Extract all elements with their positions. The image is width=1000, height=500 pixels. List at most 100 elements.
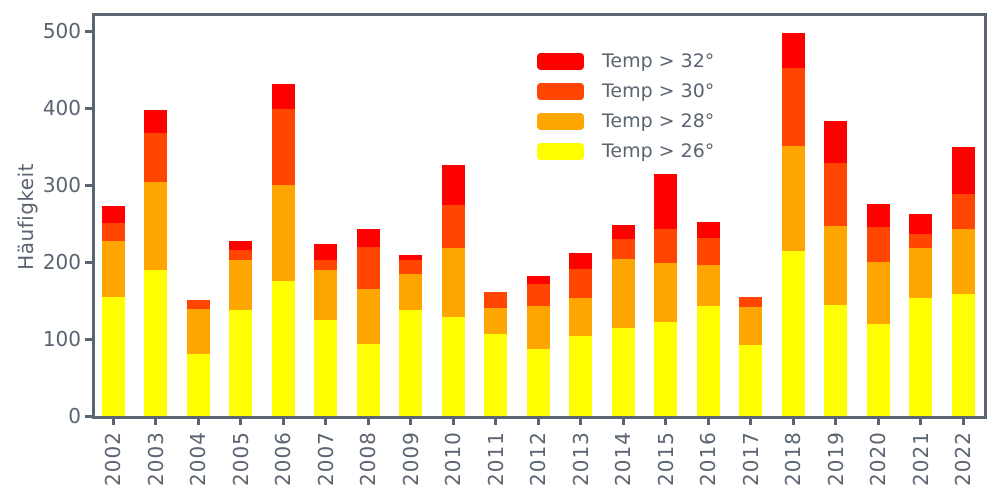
bar-segment-2004-series-1 xyxy=(186,309,210,355)
bar-segment-2010-series-0 xyxy=(441,316,465,416)
x-tick-mark-2004 xyxy=(196,419,200,425)
bar-2011 xyxy=(484,292,508,416)
bar-segment-2015-series-3 xyxy=(654,173,678,230)
bar-segment-2009-series-1 xyxy=(399,274,423,310)
x-tick-mark-2015 xyxy=(664,419,668,425)
bar-segment-2021-series-0 xyxy=(909,298,933,416)
x-tick-mark-2011 xyxy=(494,419,498,425)
bar-2008 xyxy=(356,229,380,416)
bar-segment-2014-series-3 xyxy=(611,225,635,240)
x-tick-mark-2017 xyxy=(749,419,753,425)
bar-segment-2014-series-0 xyxy=(611,327,635,416)
bar-2015 xyxy=(654,173,678,416)
bar-segment-2006-series-2 xyxy=(271,109,295,186)
bar-segment-2019-series-1 xyxy=(824,226,848,306)
bar-segment-2021-series-1 xyxy=(909,248,933,299)
bar-segment-2006-series-0 xyxy=(271,280,295,416)
bar-segment-2018-series-1 xyxy=(781,146,805,252)
bar-segment-2003-series-3 xyxy=(144,109,168,133)
bar-segment-2008-series-1 xyxy=(356,289,380,344)
bar-segment-2022-series-2 xyxy=(951,193,975,230)
x-tick-label-2006: 2006 xyxy=(271,431,296,486)
bar-segment-2018-series-3 xyxy=(781,32,805,68)
bar-segment-2003-series-2 xyxy=(144,132,168,183)
x-tick-label-2020: 2020 xyxy=(866,431,891,486)
bar-segment-2022-series-1 xyxy=(951,229,975,295)
y-tick-label-0: 0 xyxy=(68,404,81,428)
y-tick-mark-200 xyxy=(85,260,92,264)
bar-segment-2004-series-2 xyxy=(186,299,210,310)
legend-label: Temp > 32° xyxy=(602,50,715,72)
x-tick-mark-2022 xyxy=(961,419,965,425)
bar-segment-2010-series-3 xyxy=(441,165,465,206)
x-tick-mark-2019 xyxy=(834,419,838,425)
x-tick-label-2022: 2022 xyxy=(951,431,976,486)
x-tick-label-2013: 2013 xyxy=(568,431,593,486)
x-tick-label-2021: 2021 xyxy=(908,431,933,486)
bar-segment-2020-series-2 xyxy=(866,226,890,263)
y-tick-mark-300 xyxy=(85,183,92,187)
legend-label: Temp > 30° xyxy=(602,80,715,102)
bar-segment-2014-series-2 xyxy=(611,239,635,260)
bar-segment-2019-series-3 xyxy=(824,121,848,163)
bar-segment-2007-series-2 xyxy=(314,259,338,270)
bar-segment-2009-series-0 xyxy=(399,309,423,416)
legend-swatch-icon xyxy=(537,112,584,130)
bar-segment-2002-series-1 xyxy=(101,241,125,297)
x-tick-label-2003: 2003 xyxy=(143,431,168,486)
bar-2021 xyxy=(909,214,933,416)
bar-segment-2019-series-0 xyxy=(824,305,848,416)
x-tick-label-2017: 2017 xyxy=(738,431,763,486)
bar-segment-2012-series-1 xyxy=(526,306,550,350)
bar-2010 xyxy=(441,165,465,416)
bar-2006 xyxy=(271,83,295,416)
bar-segment-2007-series-0 xyxy=(314,319,338,416)
bar-segment-2009-series-3 xyxy=(399,255,423,260)
x-tick-mark-2005 xyxy=(239,419,243,425)
bar-segment-2003-series-0 xyxy=(144,269,168,416)
x-tick-mark-2018 xyxy=(791,419,795,425)
x-tick-mark-2007 xyxy=(324,419,328,425)
bar-segment-2022-series-3 xyxy=(951,146,975,194)
bar-segment-2005-series-2 xyxy=(229,249,253,260)
y-tick-mark-400 xyxy=(85,106,92,110)
bar-segment-2016-series-1 xyxy=(696,265,720,306)
x-tick-label-2007: 2007 xyxy=(313,431,338,486)
bar-segment-2013-series-0 xyxy=(569,336,593,416)
bar-segment-2018-series-2 xyxy=(781,67,805,146)
legend-swatch-icon xyxy=(537,52,584,70)
bar-segment-2002-series-2 xyxy=(101,222,125,242)
bar-2017 xyxy=(739,296,763,416)
bar-segment-2021-series-2 xyxy=(909,234,933,249)
x-tick-label-2018: 2018 xyxy=(781,431,806,486)
bar-segment-2012-series-2 xyxy=(526,284,550,306)
bar-segment-2014-series-1 xyxy=(611,259,635,328)
bar-segment-2013-series-1 xyxy=(569,297,593,336)
bar-2004 xyxy=(186,299,210,416)
bar-segment-2006-series-3 xyxy=(271,83,295,110)
bar-2019 xyxy=(824,121,848,416)
legend-swatch-icon xyxy=(537,142,584,160)
bar-segment-2002-series-0 xyxy=(101,296,125,416)
bar-segment-2017-series-2 xyxy=(739,296,763,307)
x-tick-label-2009: 2009 xyxy=(398,431,423,486)
x-tick-mark-2014 xyxy=(621,419,625,425)
bar-segment-2007-series-1 xyxy=(314,269,338,320)
bar-segment-2018-series-0 xyxy=(781,251,805,416)
y-axis-title-area: Häufigkeit xyxy=(12,13,40,419)
bar-segment-2020-series-1 xyxy=(866,262,890,324)
bar-segment-2012-series-3 xyxy=(526,276,550,285)
bar-segment-2015-series-1 xyxy=(654,262,678,323)
bar-segment-2003-series-1 xyxy=(144,182,168,270)
x-tick-mark-2021 xyxy=(919,419,923,425)
y-tick-mark-0 xyxy=(85,414,92,418)
bar-segment-2008-series-0 xyxy=(356,343,380,416)
bar-segment-2005-series-1 xyxy=(229,259,253,310)
plot-area: Temp > 32° Temp > 30° Temp > 28° Temp > 26° xyxy=(92,13,987,419)
bar-segment-2008-series-2 xyxy=(356,246,380,290)
y-tick-label-400: 400 xyxy=(42,96,81,121)
y-tick-mark-100 xyxy=(85,337,92,341)
x-tick-label-2015: 2015 xyxy=(653,431,678,486)
bar-segment-2020-series-3 xyxy=(866,203,890,227)
